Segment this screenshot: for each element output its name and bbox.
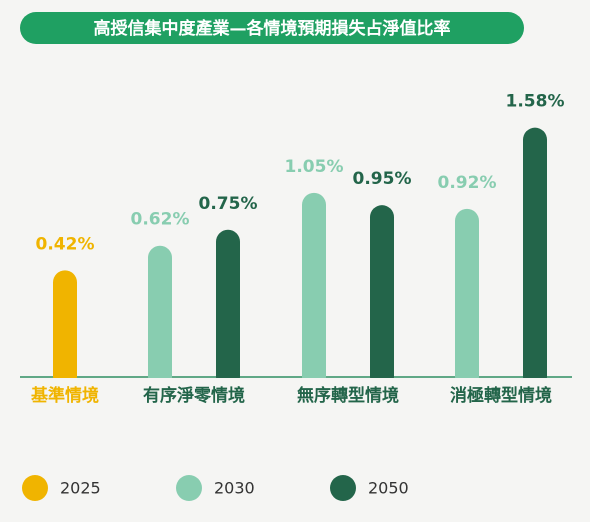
value-label: 0.95% bbox=[353, 169, 412, 189]
bar bbox=[216, 229, 240, 389]
bar bbox=[148, 245, 172, 389]
category-label: 有序淨零情境 bbox=[143, 385, 245, 406]
value-label: 0.42% bbox=[36, 234, 95, 254]
legend-swatch bbox=[176, 475, 202, 501]
title-pill bbox=[20, 12, 524, 44]
category-label: 基準情境 bbox=[30, 385, 99, 406]
value-label: 1.05% bbox=[285, 157, 344, 177]
bar bbox=[455, 208, 479, 389]
value-label: 0.75% bbox=[199, 194, 258, 214]
legend-swatch bbox=[330, 475, 356, 501]
bar bbox=[523, 127, 547, 389]
legend-swatch bbox=[22, 475, 48, 501]
value-label: 0.62% bbox=[131, 210, 190, 230]
bar bbox=[53, 270, 77, 389]
bar bbox=[302, 192, 326, 389]
category-label: 消極轉型情境 bbox=[450, 385, 552, 406]
category-label: 無序轉型情境 bbox=[297, 385, 399, 406]
legend-label: 2030 bbox=[214, 479, 255, 498]
value-label: 1.58% bbox=[506, 92, 565, 112]
legend-label: 2025 bbox=[60, 479, 101, 498]
bar bbox=[370, 205, 394, 389]
base-cover bbox=[0, 378, 590, 392]
chart-title: 高授信集中度產業—各情境預期損失占淨值比率 bbox=[94, 18, 451, 39]
value-label: 0.92% bbox=[438, 173, 497, 193]
legend-label: 2050 bbox=[368, 479, 409, 498]
